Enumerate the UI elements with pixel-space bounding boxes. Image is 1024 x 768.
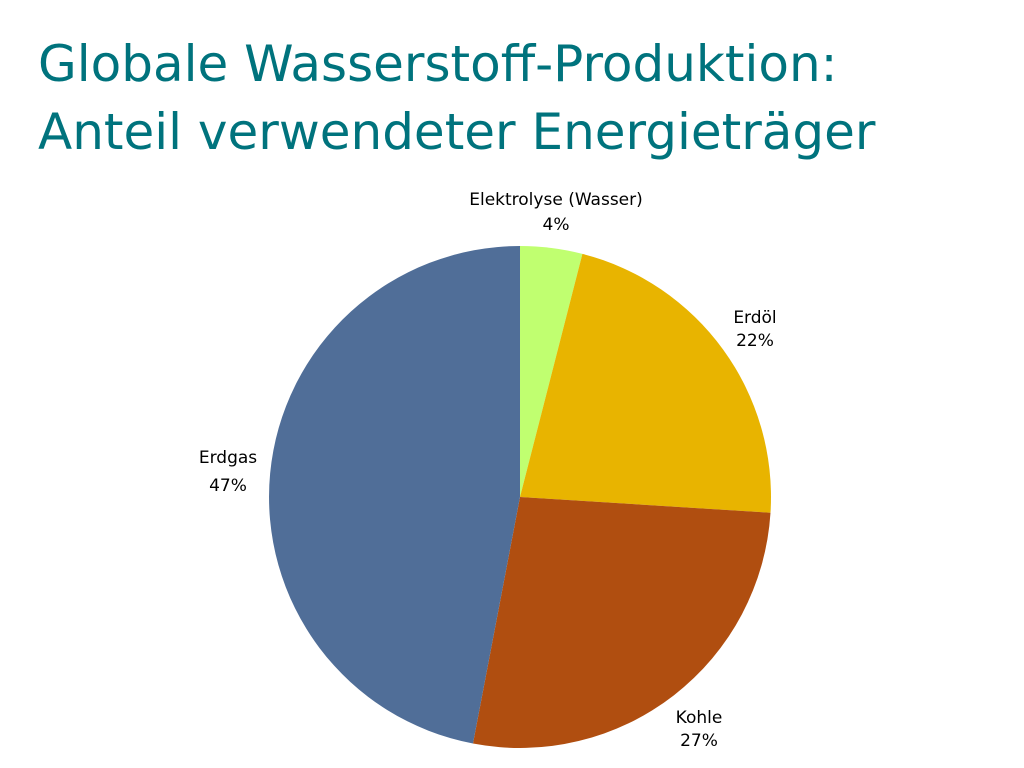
slice-label-value: 27%	[680, 731, 718, 751]
chart-title: Globale Wasserstoff-Produktion: Anteil v…	[38, 30, 998, 166]
pie-slice-kohle	[472, 497, 771, 748]
slice-label-name: Elektrolyse (Wasser)	[469, 190, 643, 210]
chart-title-line-1: Globale Wasserstoff-Produktion:	[38, 35, 838, 93]
pie-slices	[269, 246, 771, 748]
chart-title-line-2: Anteil verwendeter Energieträger	[38, 103, 876, 161]
slice-label-value: 4%	[543, 215, 570, 235]
pie-slice-erdgas	[269, 246, 520, 744]
pie-slice-erdöl	[520, 253, 771, 513]
pie-labels: Elektrolyse (Wasser) 4% Erdöl 22% Kohle 27% Er…	[199, 190, 777, 751]
slice-label-name: Erdöl	[733, 308, 776, 328]
slice-label-name: Kohle	[676, 708, 723, 728]
slice-label-name: Erdgas	[199, 448, 257, 468]
slice-label-value: 22%	[736, 331, 774, 351]
pie-slice-elektrolyse-wasser	[520, 246, 583, 497]
slice-label-value: 47%	[209, 476, 247, 496]
